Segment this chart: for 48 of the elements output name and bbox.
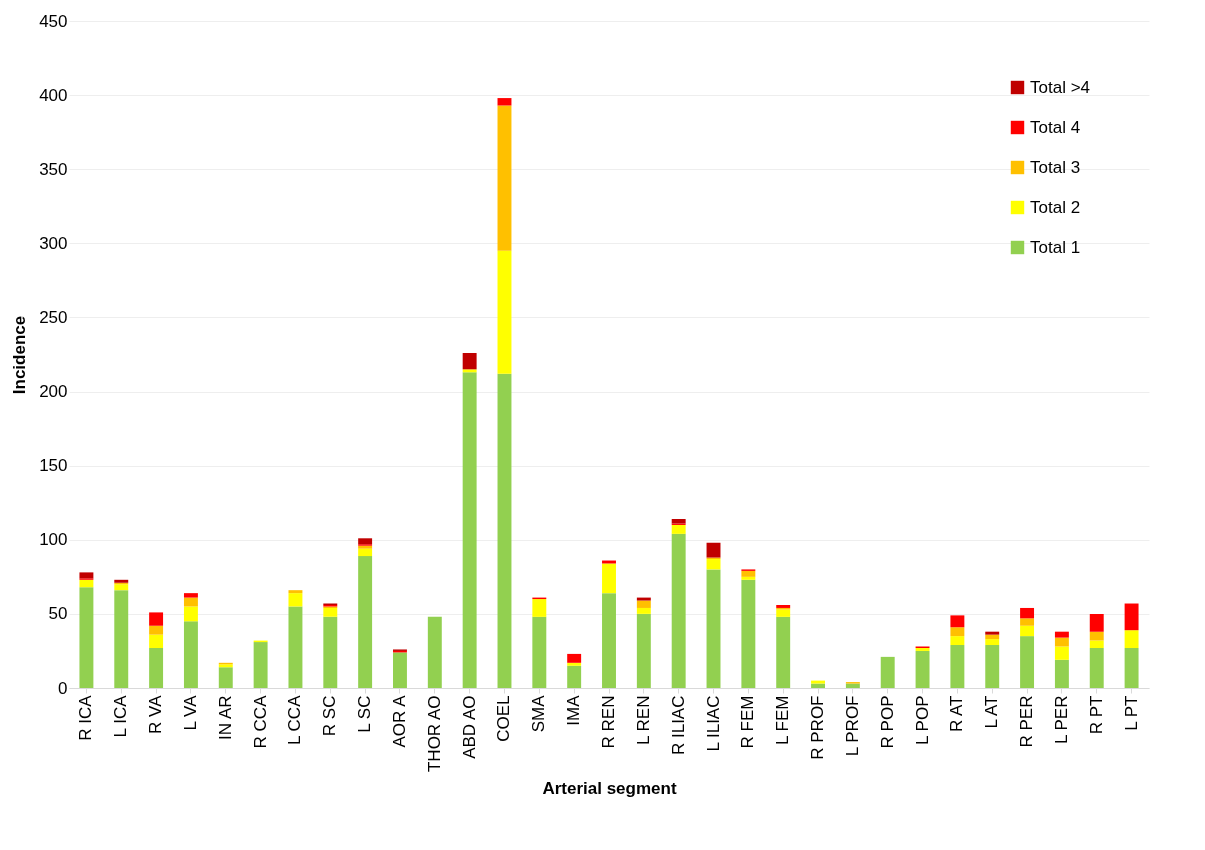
legend-label: Total >4 bbox=[1030, 77, 1091, 97]
x-tick-label: L SC bbox=[355, 695, 375, 733]
x-tick-label: THOR AO bbox=[424, 695, 444, 773]
x-tick-label: R FEM bbox=[738, 695, 758, 749]
x-tick-label: IMA bbox=[564, 694, 584, 726]
y-tick-label: 300 bbox=[39, 233, 68, 253]
y-tick-label: 150 bbox=[39, 456, 68, 476]
x-tick-label: R SC bbox=[320, 695, 340, 737]
x-tick-label: R REN bbox=[599, 695, 618, 749]
x-tick-label: R AT bbox=[947, 695, 967, 733]
legend-label: Total 1 bbox=[1030, 237, 1081, 257]
x-tick-label: L ILIAC bbox=[703, 695, 723, 752]
x-tick-label: AOR A bbox=[389, 694, 409, 748]
x-tick-label: L AT bbox=[982, 695, 1002, 729]
x-tick-label: R PER bbox=[1017, 695, 1037, 748]
x-tick-label: COEL bbox=[494, 695, 514, 742]
x-tick-label: IN AR bbox=[215, 695, 235, 740]
y-tick-label: 350 bbox=[39, 159, 68, 179]
x-tick-label: L PT bbox=[1121, 695, 1141, 731]
y-axis-title: Incidence bbox=[10, 315, 30, 395]
y-tick-label: 100 bbox=[39, 530, 68, 550]
x-axis-title: Arterial segment bbox=[542, 778, 677, 798]
x-tick-label: L POP bbox=[912, 695, 932, 745]
y-tick-label: 450 bbox=[39, 11, 68, 31]
y-tick-label: 0 bbox=[58, 678, 68, 698]
x-tick-label: R CCA bbox=[250, 694, 270, 749]
x-tick-label: R PT bbox=[1086, 695, 1106, 735]
x-tick-label: R POP bbox=[877, 695, 897, 749]
y-tick-label: 250 bbox=[39, 307, 68, 327]
legend-label: Total 3 bbox=[1030, 157, 1081, 177]
y-tick-label: 50 bbox=[48, 604, 68, 624]
legend-label: Total 4 bbox=[1030, 117, 1081, 137]
x-tick-label: L PROF bbox=[842, 695, 862, 757]
x-tick-label: L PER bbox=[1051, 695, 1071, 745]
x-tick-label: L ICA bbox=[111, 694, 131, 738]
y-tick-label: 400 bbox=[39, 85, 68, 105]
x-tick-label: L VA bbox=[180, 694, 200, 731]
y-tick-label: 200 bbox=[39, 382, 68, 402]
x-tick-label: SMA bbox=[529, 694, 549, 733]
x-tick-label: R ICA bbox=[76, 694, 96, 741]
x-tick-label: L REN bbox=[633, 695, 653, 745]
x-tick-label: L CCA bbox=[285, 694, 305, 745]
x-tick-label: R ILIAC bbox=[668, 695, 688, 756]
x-tick-label: L FEM bbox=[773, 695, 793, 745]
x-tick-label: R VA bbox=[146, 694, 166, 734]
legend-label: Total 2 bbox=[1030, 197, 1081, 217]
x-tick-label: ABD AO bbox=[459, 695, 479, 759]
x-tick-label: R PROF bbox=[808, 695, 828, 760]
